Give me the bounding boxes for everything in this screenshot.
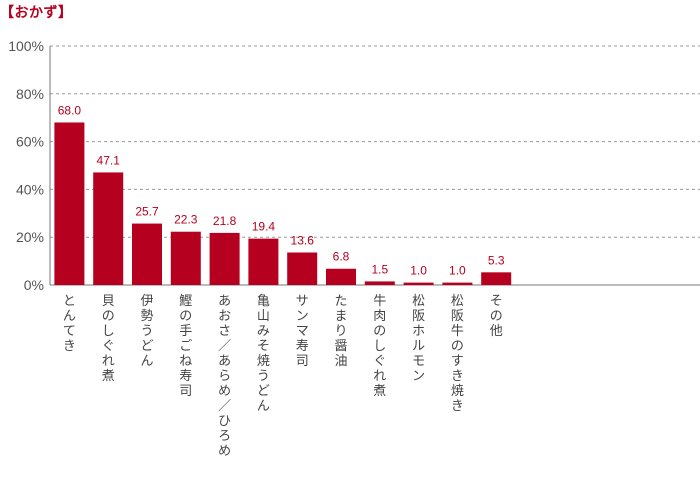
y-tick-label: 80% — [16, 86, 44, 102]
bar — [132, 223, 162, 285]
category-label: 松阪牛のすき焼き — [451, 294, 464, 414]
bar — [209, 232, 240, 285]
bar — [442, 282, 473, 285]
bar — [93, 172, 124, 285]
bar — [403, 282, 434, 285]
category-label: サンマ寿司 — [296, 294, 309, 369]
data-label: 68.0 — [58, 103, 82, 117]
category-label: 牛肉のしぐれ煮 — [373, 294, 386, 399]
category-label: あおさ／あらめ／ひろめ — [218, 294, 231, 459]
data-label: 13.6 — [291, 233, 315, 247]
category-label: 松阪ホルモン — [412, 294, 425, 384]
y-tick-label: 100% — [8, 38, 44, 54]
category-label: 貝のしぐれ煮 — [102, 294, 115, 384]
data-label: 1.0 — [449, 264, 466, 278]
bar — [170, 231, 201, 285]
y-tick-label: 60% — [16, 134, 44, 150]
category-label: 伊勢うどん — [140, 294, 153, 369]
data-label: 21.8 — [213, 214, 237, 228]
category-label: たまり醤油 — [334, 294, 347, 369]
data-label: 1.5 — [371, 262, 388, 276]
category-label: 鰹の手ごね寿司 — [179, 294, 192, 399]
category-label: 亀山みそ焼うどん — [257, 294, 270, 414]
data-label: 19.4 — [252, 220, 276, 234]
data-label: 1.0 — [410, 264, 427, 278]
bar — [326, 268, 356, 285]
chart-title: 【おかず】 — [0, 5, 73, 21]
data-label: 22.3 — [174, 213, 198, 227]
y-tick-label: 40% — [16, 181, 44, 197]
data-label: 6.8 — [333, 250, 350, 264]
y-tick-label: 20% — [16, 229, 44, 245]
bar — [248, 238, 279, 285]
bar — [364, 281, 395, 285]
category-label: その他 — [490, 294, 503, 339]
data-label: 25.7 — [135, 205, 159, 219]
y-tick-label: 0% — [24, 277, 44, 293]
data-label: 5.3 — [488, 253, 505, 267]
category-label: とんてき — [63, 294, 76, 354]
bar — [54, 122, 85, 285]
data-label: 47.1 — [97, 153, 121, 167]
bar — [481, 272, 512, 285]
bar — [287, 252, 318, 285]
